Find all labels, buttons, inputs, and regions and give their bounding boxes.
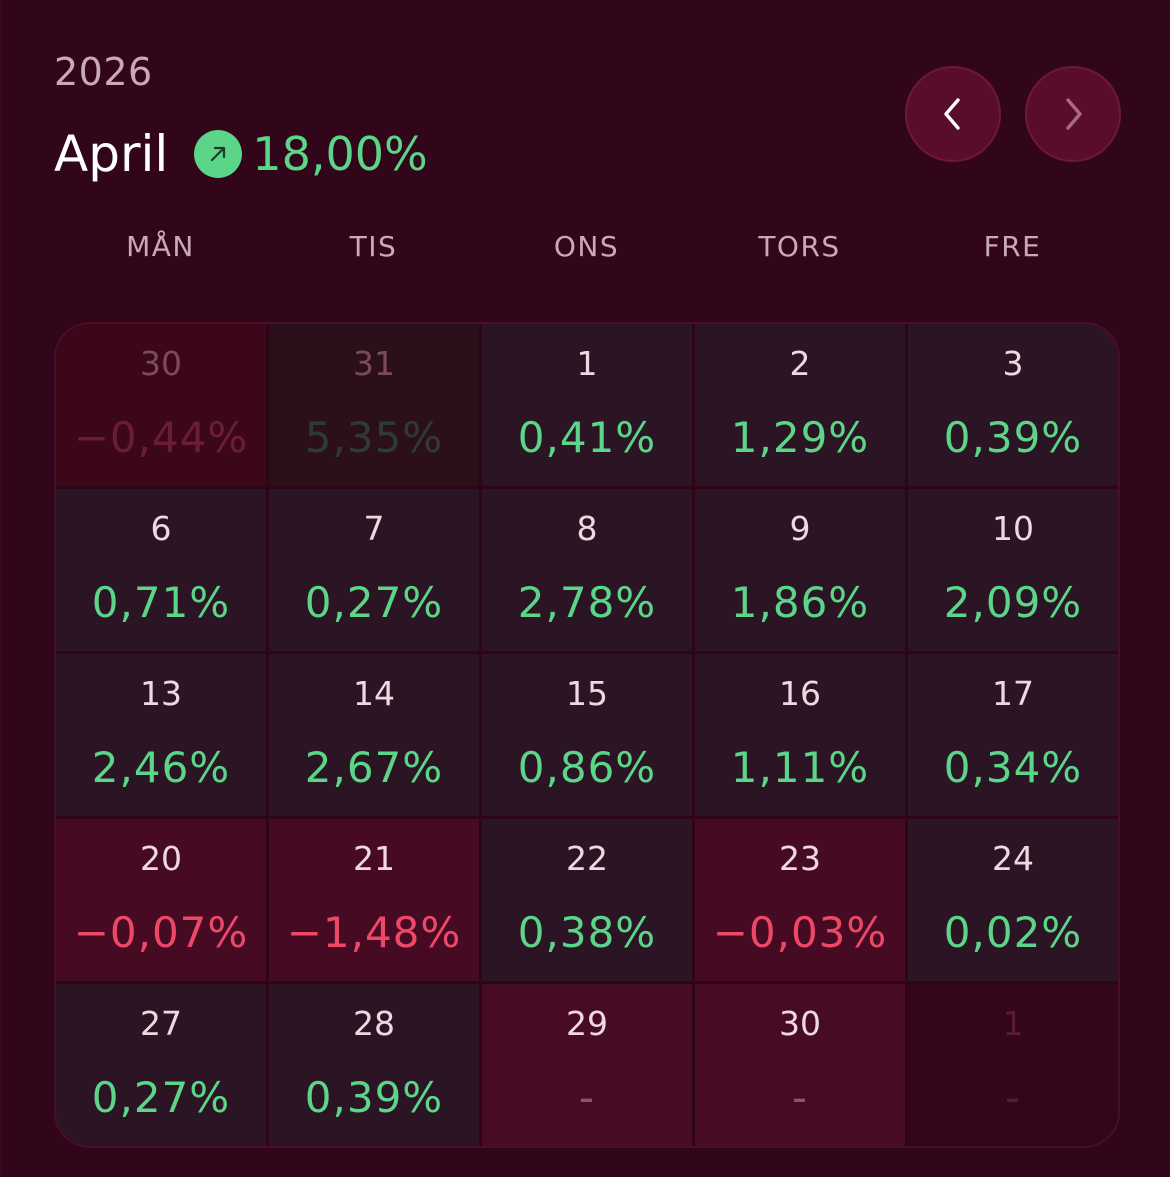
day-number: 23 — [779, 839, 821, 878]
day-change-value: - — [578, 1073, 596, 1122]
day-number: 27 — [140, 1004, 182, 1043]
day-change-value: 0,39% — [943, 413, 1083, 462]
day-number: 2 — [789, 344, 811, 383]
calendar-grid: 30 −0,44% 31 5,35% 1 0,41% 2 1,29% 3 0,39% 6 0,71% 7… — [54, 322, 1120, 1148]
day-change-value: 0,41% — [517, 413, 657, 462]
day-number: 13 — [140, 674, 182, 713]
day-cell[interactable]: 9 1,86% — [695, 489, 905, 651]
month-header: April 18,00% — [54, 124, 428, 184]
day-cell[interactable]: 6 0,71% — [56, 489, 266, 651]
day-change-value: 0,38% — [517, 908, 657, 957]
day-change-value: 0,39% — [304, 1073, 444, 1122]
chevron-left-icon — [944, 98, 960, 130]
chevron-right-icon — [1066, 98, 1082, 130]
day-cell[interactable]: 16 1,11% — [695, 654, 905, 816]
day-change-value: - — [1004, 1073, 1022, 1122]
day-change-value: 2,46% — [91, 743, 231, 792]
month-label: April — [54, 125, 169, 183]
weekday-thu: TORS — [758, 230, 841, 263]
year-label: 2026 — [54, 50, 153, 94]
day-change-value: 0,27% — [304, 578, 444, 627]
day-cell[interactable]: 22 0,38% — [482, 819, 692, 981]
day-cell[interactable]: 29 - — [482, 984, 692, 1146]
day-cell[interactable]: 8 2,78% — [482, 489, 692, 651]
day-number: 6 — [150, 509, 172, 548]
day-cell[interactable]: 13 2,46% — [56, 654, 266, 816]
day-change-value: - — [791, 1073, 809, 1122]
day-change-value: 0,71% — [91, 578, 231, 627]
day-change-value: 1,11% — [730, 743, 870, 792]
day-change-value: 2,67% — [304, 743, 444, 792]
day-number: 28 — [353, 1004, 395, 1043]
day-change-value: 0,34% — [943, 743, 1083, 792]
day-cell[interactable]: 7 0,27% — [269, 489, 479, 651]
day-number: 9 — [789, 509, 811, 548]
day-number: 31 — [353, 344, 395, 383]
day-change-value: −0,07% — [73, 908, 249, 957]
day-change-value: 5,35% — [304, 413, 444, 462]
day-cell[interactable]: 27 0,27% — [56, 984, 266, 1146]
day-number: 30 — [779, 1004, 821, 1043]
day-change-value: 0,02% — [943, 908, 1083, 957]
weekday-wed: ONS — [553, 230, 620, 263]
day-number: 30 — [140, 344, 182, 383]
day-cell[interactable]: 14 2,67% — [269, 654, 479, 816]
day-cell[interactable]: 1 0,41% — [482, 324, 692, 486]
day-cell[interactable]: 28 0,39% — [269, 984, 479, 1146]
month-change-value: 18,00% — [252, 127, 428, 181]
previous-month-button[interactable] — [905, 66, 1001, 162]
day-number: 3 — [1002, 344, 1024, 383]
day-change-value: 0,86% — [517, 743, 657, 792]
day-number: 1 — [576, 344, 598, 383]
weekday-header: MÅN TIS ONS TORS FRE — [54, 230, 1119, 263]
day-number: 8 — [576, 509, 598, 548]
day-cell[interactable]: 17 0,34% — [908, 654, 1118, 816]
day-change-value: 2,09% — [943, 578, 1083, 627]
weekday-tue: TIS — [349, 230, 398, 263]
day-number: 15 — [566, 674, 608, 713]
day-cell[interactable]: 10 2,09% — [908, 489, 1118, 651]
next-month-button[interactable] — [1025, 66, 1121, 162]
day-change-value: −0,44% — [73, 413, 249, 462]
day-number: 7 — [363, 509, 385, 548]
day-change-value: −0,03% — [712, 908, 888, 957]
day-number: 22 — [566, 839, 608, 878]
day-cell[interactable]: 24 0,02% — [908, 819, 1118, 981]
day-number: 14 — [353, 674, 395, 713]
day-number: 20 — [140, 839, 182, 878]
day-number: 16 — [779, 674, 821, 713]
day-change-value: 1,29% — [730, 413, 870, 462]
day-number: 1 — [1002, 1004, 1024, 1043]
day-cell[interactable]: 21 −1,48% — [269, 819, 479, 981]
arrow-up-right-icon — [194, 130, 243, 178]
day-number: 24 — [992, 839, 1034, 878]
day-change-value: 1,86% — [730, 578, 870, 627]
day-cell[interactable]: 1- — [908, 984, 1118, 1146]
day-number: 29 — [566, 1004, 608, 1043]
day-cell[interactable]: 20 −0,07% — [56, 819, 266, 981]
day-cell[interactable]: 30 - — [695, 984, 905, 1146]
day-change-value: 2,78% — [517, 578, 657, 627]
weekday-fri: FRE — [983, 230, 1042, 263]
day-number: 17 — [992, 674, 1034, 713]
day-cell[interactable]: 2 1,29% — [695, 324, 905, 486]
day-cell[interactable]: 23 −0,03% — [695, 819, 905, 981]
day-cell[interactable]: 31 5,35% — [269, 324, 479, 486]
day-cell[interactable]: 30 −0,44% — [56, 324, 266, 486]
day-number: 10 — [992, 509, 1034, 548]
day-change-value: 0,27% — [91, 1073, 231, 1122]
day-change-value: −1,48% — [286, 908, 462, 957]
weekday-mon: MÅN — [126, 230, 195, 263]
day-number: 21 — [353, 839, 395, 878]
day-cell[interactable]: 3 0,39% — [908, 324, 1118, 486]
day-cell[interactable]: 15 0,86% — [482, 654, 692, 816]
